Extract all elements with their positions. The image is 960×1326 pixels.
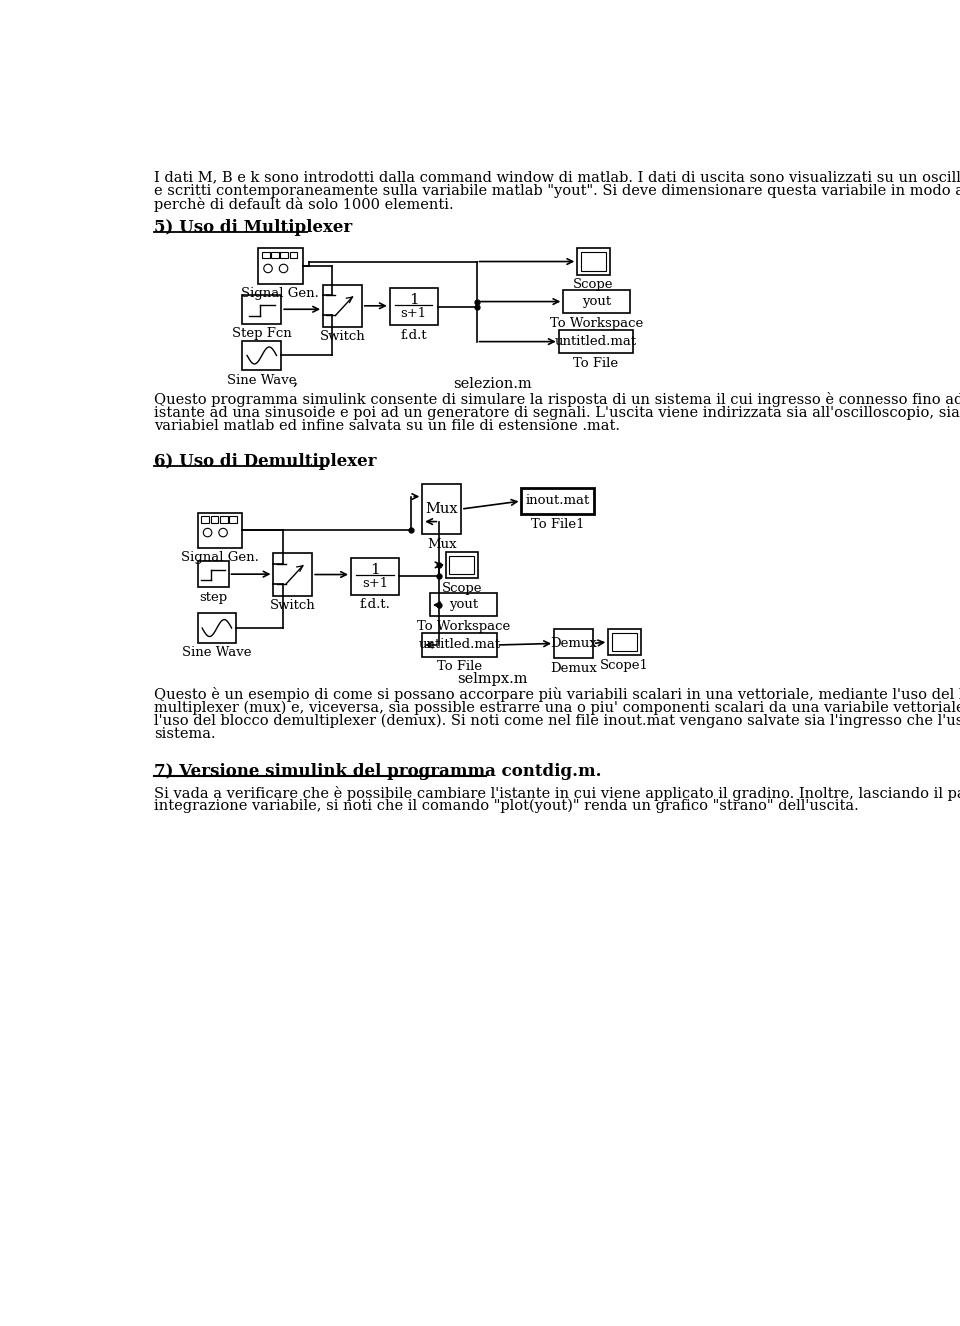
Bar: [612, 633, 636, 651]
Text: Mux: Mux: [425, 503, 458, 516]
Text: f.d.t: f.d.t: [400, 329, 427, 342]
Bar: [271, 252, 278, 259]
Text: selmpx.m: selmpx.m: [457, 672, 527, 686]
Text: I dati M, B e k sono introdotti dalla command window di matlab. I dati di uscita: I dati M, B e k sono introdotti dalla co…: [155, 171, 960, 184]
Bar: [243, 341, 281, 370]
Text: Demux: Demux: [550, 636, 597, 650]
Text: Questo è un esempio di come si possano accorpare più variabili scalari in una ve: Questo è un esempio di come si possano a…: [155, 687, 960, 703]
Bar: [445, 552, 478, 578]
Text: selezion.m: selezion.m: [452, 377, 532, 391]
Text: untitled.mat: untitled.mat: [419, 639, 500, 651]
Text: e scritti contemporaneamente sulla variabile matlab "yout". Si deve dimensionare: e scritti contemporaneamente sulla varia…: [155, 184, 960, 198]
Text: l'uso del blocco demultiplexer (demux). Si noti come nel file inout.mat vengano : l'uso del blocco demultiplexer (demux). …: [155, 713, 960, 728]
Text: 1: 1: [371, 562, 380, 577]
Text: To Workspace: To Workspace: [550, 317, 643, 330]
Text: Switch: Switch: [270, 599, 316, 613]
Bar: [324, 285, 362, 328]
Text: Sine Wave: Sine Wave: [182, 646, 252, 659]
Bar: [280, 252, 288, 259]
Text: perchè di default dà solo 1000 elementi.: perchè di default dà solo 1000 elementi.: [155, 196, 454, 212]
Text: Scope: Scope: [573, 278, 613, 292]
Text: Demux: Demux: [550, 662, 597, 675]
Bar: [422, 634, 496, 656]
Bar: [390, 289, 438, 325]
Bar: [559, 330, 633, 353]
Bar: [521, 488, 594, 514]
Bar: [430, 594, 496, 617]
Bar: [229, 516, 237, 522]
Text: Scope: Scope: [442, 582, 482, 594]
Bar: [210, 516, 219, 522]
Text: yout: yout: [448, 598, 478, 611]
Text: Signal Gen.: Signal Gen.: [242, 288, 320, 301]
Text: 7) Versione simulink del programma contdig.m.: 7) Versione simulink del programma contd…: [155, 762, 602, 780]
Text: Si vada a verificare che è possibile cambiare l'istante in cui viene applicato i: Si vada a verificare che è possibile cam…: [155, 786, 960, 801]
Text: inout.mat: inout.mat: [526, 495, 590, 508]
Bar: [202, 516, 209, 522]
Text: 1: 1: [409, 293, 419, 308]
Bar: [198, 513, 243, 548]
Text: 6) Uso di Demultiplexer: 6) Uso di Demultiplexer: [155, 453, 376, 471]
Bar: [258, 248, 303, 284]
Text: Sine Wave: Sine Wave: [228, 374, 297, 387]
Text: To Workspace: To Workspace: [417, 621, 510, 633]
Bar: [243, 294, 281, 324]
Bar: [351, 558, 399, 595]
Text: sistema.: sistema.: [155, 727, 216, 741]
Text: f.d.t.: f.d.t.: [360, 598, 391, 611]
Bar: [581, 252, 606, 271]
Bar: [274, 553, 312, 595]
Text: Questo programma simulink consente di simulare la risposta di un sistema il cui : Questo programma simulink consente di si…: [155, 392, 960, 407]
Text: 5) Uso di Multiplexer: 5) Uso di Multiplexer: [155, 219, 352, 236]
Text: untitled.mat: untitled.mat: [555, 335, 636, 349]
Text: yout: yout: [582, 296, 612, 308]
Text: s+1: s+1: [362, 577, 388, 590]
Text: s+1: s+1: [400, 308, 427, 321]
Text: Scope1: Scope1: [600, 659, 649, 671]
Text: Step Fcn: Step Fcn: [232, 328, 292, 341]
Bar: [220, 516, 228, 522]
Bar: [262, 252, 270, 259]
Bar: [609, 629, 641, 655]
Bar: [422, 484, 461, 534]
Bar: [198, 561, 228, 587]
Bar: [577, 248, 610, 274]
Text: To File: To File: [437, 660, 482, 674]
Text: Signal Gen.: Signal Gen.: [181, 552, 259, 565]
Text: step: step: [199, 591, 228, 603]
Text: integrazione variabile, si noti che il comando "plot(yout)" renda un grafico "st: integrazione variabile, si noti che il c…: [155, 800, 859, 813]
Text: variabiel matlab ed infine salvata su un file di estensione .mat.: variabiel matlab ed infine salvata su un…: [155, 419, 620, 432]
Bar: [290, 252, 298, 259]
Text: To File: To File: [573, 357, 618, 370]
Text: Mux: Mux: [427, 537, 456, 550]
Bar: [564, 290, 630, 313]
Text: To File1: To File1: [531, 517, 585, 530]
Text: multiplexer (mux) e, viceversa, sia possible estrarre una o piu' componenti scal: multiplexer (mux) e, viceversa, sia poss…: [155, 700, 960, 715]
Text: ,: ,: [293, 371, 299, 389]
Bar: [198, 614, 236, 643]
Text: Switch: Switch: [320, 330, 366, 343]
Bar: [554, 629, 592, 658]
Text: istante ad una sinusoide e poi ad un generatore di segnali. L'uscita viene indir: istante ad una sinusoide e poi ad un gen…: [155, 406, 960, 419]
Bar: [449, 556, 474, 574]
